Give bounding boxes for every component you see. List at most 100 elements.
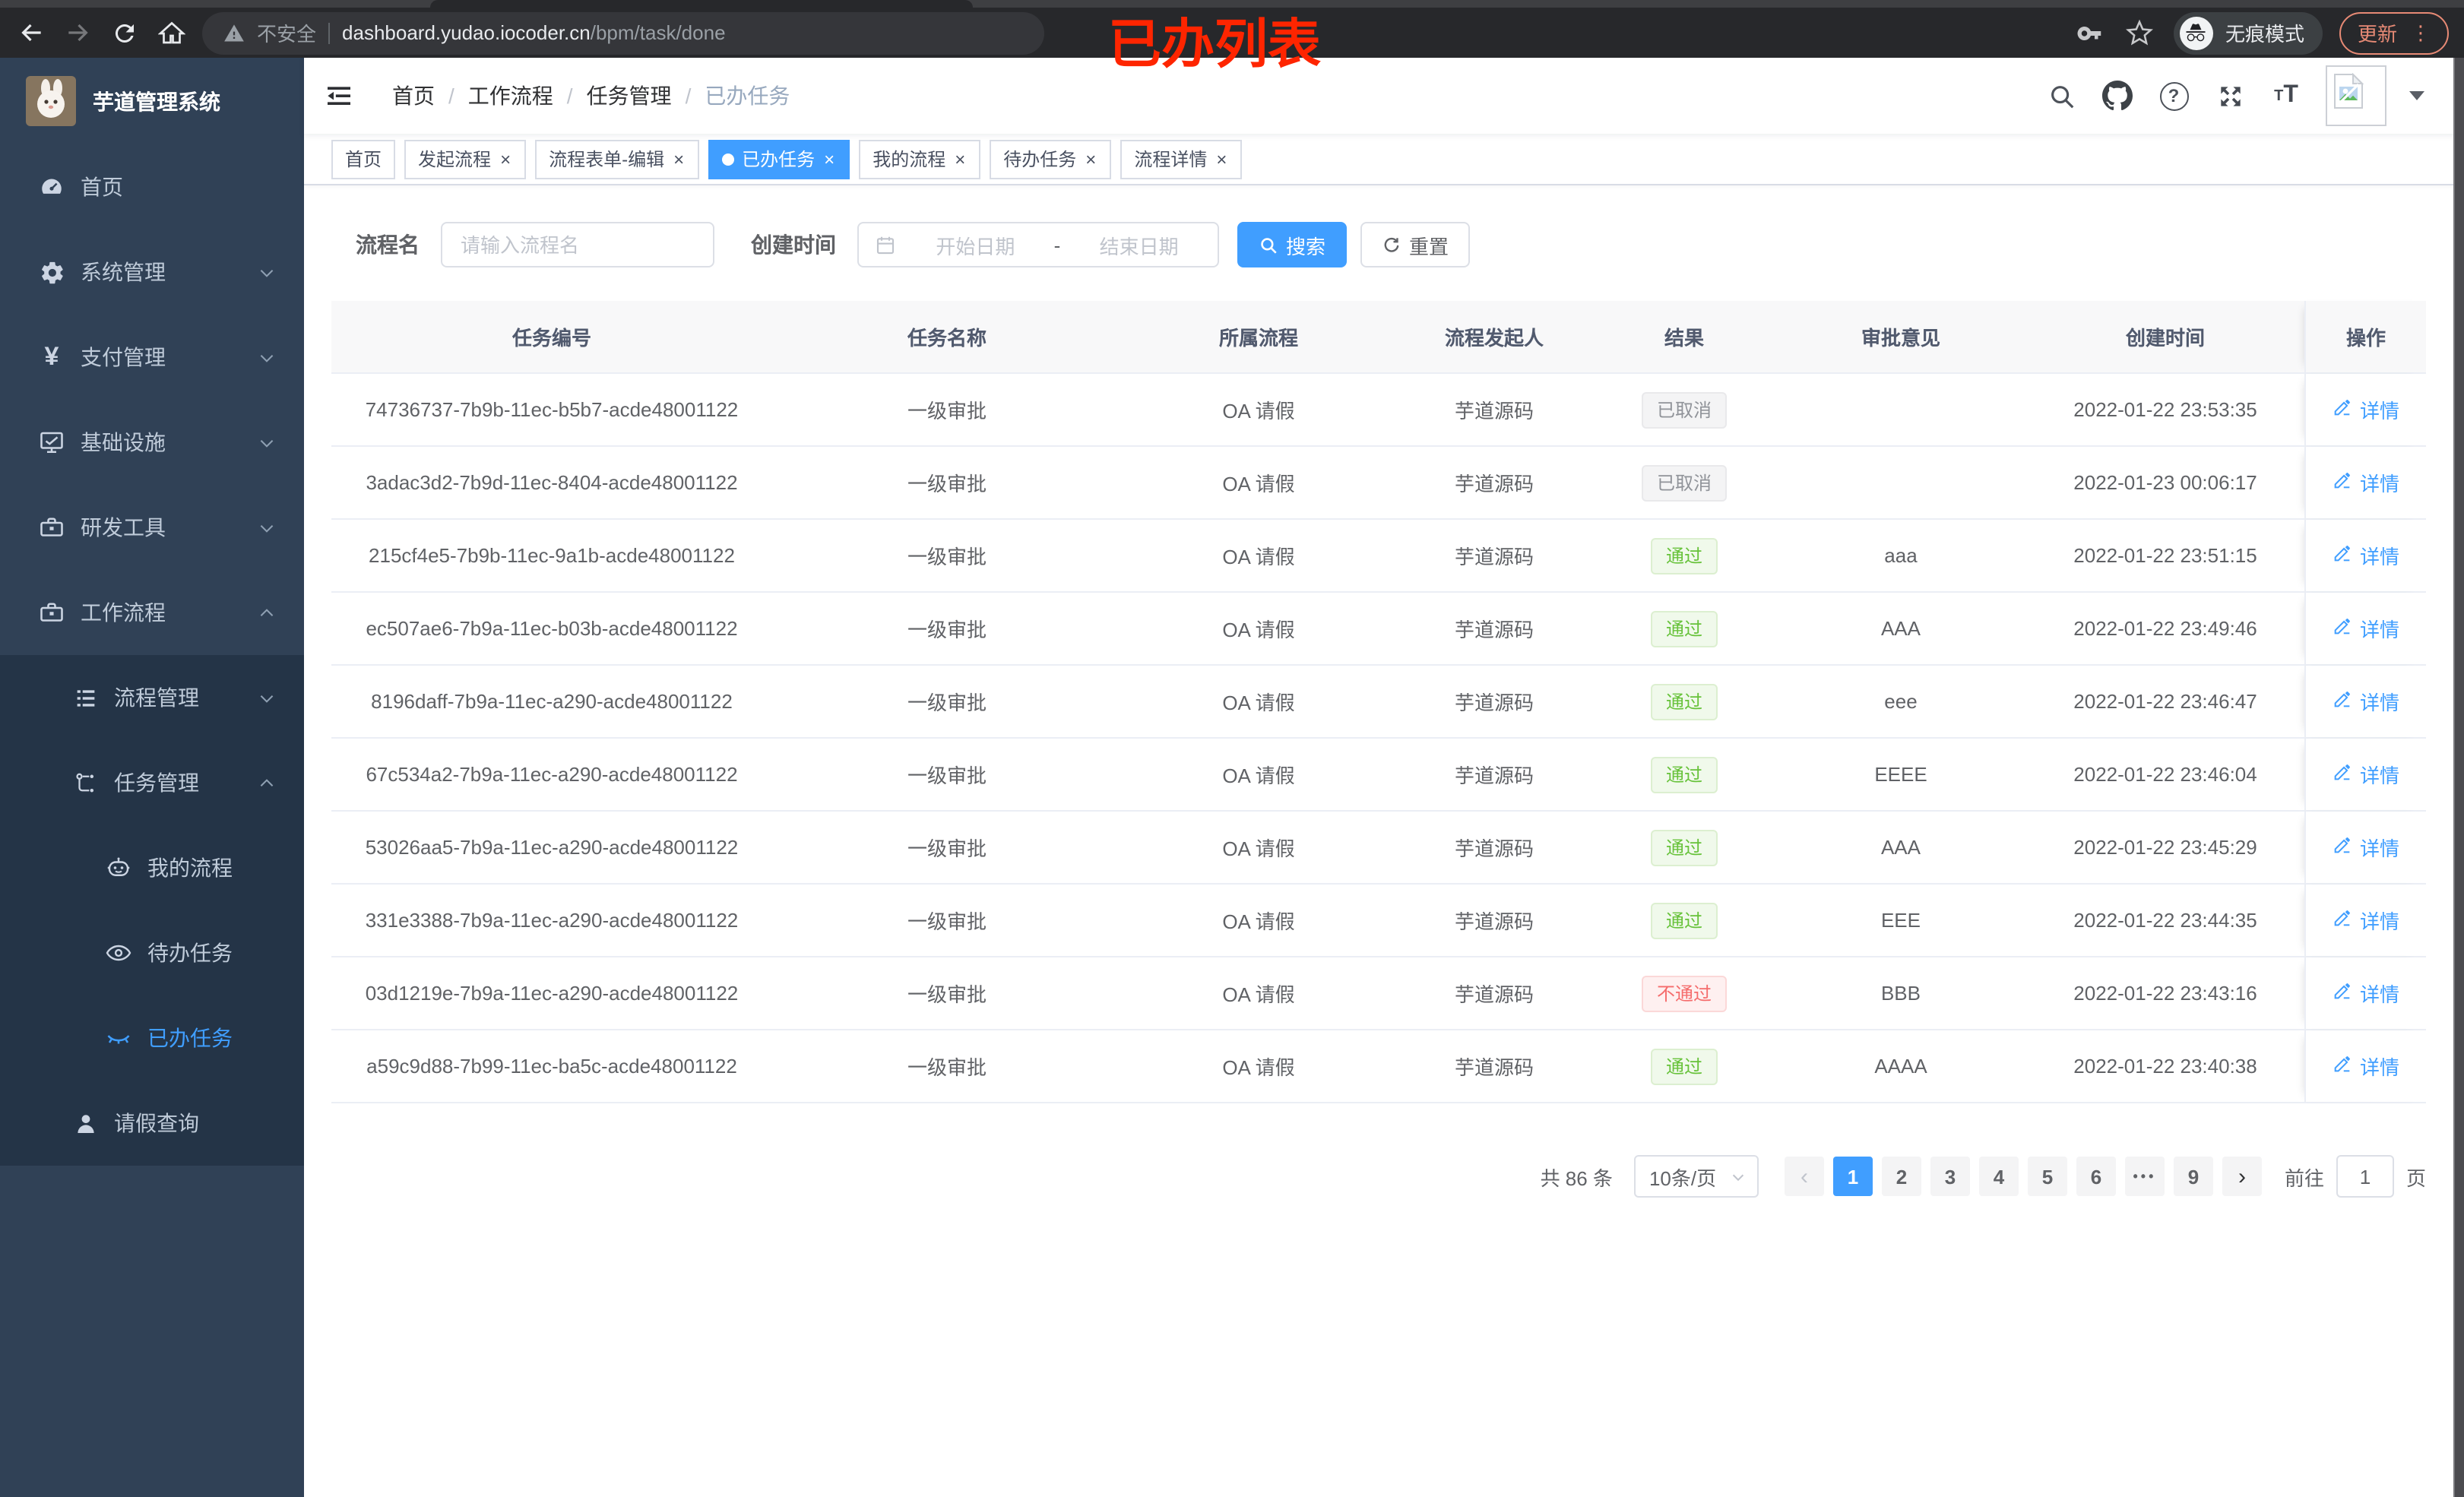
sidebar-item-6[interactable]: 流程管理 bbox=[0, 655, 304, 740]
chevron-up-icon bbox=[257, 773, 277, 793]
insecure-warning-icon[interactable] bbox=[223, 22, 245, 43]
browser-menu-icon[interactable]: ⋮ bbox=[2411, 21, 2431, 44]
update-button[interactable]: 更新 ⋮ bbox=[2339, 11, 2449, 54]
help-icon[interactable]: ? bbox=[2157, 79, 2190, 112]
task-detail-link[interactable]: 详情 bbox=[2333, 614, 2399, 643]
edit-icon bbox=[2333, 980, 2354, 1006]
page-button-3[interactable]: 3 bbox=[1930, 1157, 1970, 1196]
forward-icon[interactable] bbox=[61, 16, 94, 49]
tag-4[interactable]: 我的流程 × bbox=[859, 139, 981, 179]
tag-2[interactable]: 流程表单-编辑 × bbox=[535, 139, 700, 179]
breadcrumb-item-1[interactable]: 工作流程 bbox=[467, 84, 553, 108]
comment-cell: AAAA bbox=[1874, 1055, 1927, 1078]
back-icon[interactable] bbox=[14, 16, 47, 49]
tag-3[interactable]: 已办任务 × bbox=[708, 139, 850, 179]
process-cell: OA 请假 bbox=[1222, 1056, 1295, 1079]
github-icon[interactable] bbox=[2101, 79, 2134, 112]
tag-1[interactable]: 发起流程 × bbox=[404, 139, 527, 179]
eye-icon bbox=[100, 939, 137, 967]
avatar-caret-icon[interactable] bbox=[2409, 91, 2424, 100]
sidebar-item-8[interactable]: 我的流程 bbox=[0, 825, 304, 910]
process-cell: OA 请假 bbox=[1222, 400, 1295, 423]
sidebar-item-1[interactable]: 系统管理 bbox=[0, 229, 304, 315]
key-icon[interactable] bbox=[2073, 16, 2107, 49]
sidebar-item-11[interactable]: 请假查询 bbox=[0, 1081, 304, 1166]
task-detail-link[interactable]: 详情 bbox=[2333, 760, 2399, 789]
detail-label: 详情 bbox=[2359, 910, 2399, 933]
close-icon[interactable]: × bbox=[1216, 148, 1227, 169]
task-detail-link[interactable]: 详情 bbox=[2333, 1052, 2399, 1081]
breadcrumb-item-2[interactable]: 任务管理 bbox=[586, 84, 672, 108]
app-logo-row[interactable]: 芋道管理系统 bbox=[0, 58, 304, 144]
reload-icon[interactable] bbox=[108, 16, 141, 49]
task-detail-link[interactable]: 详情 bbox=[2333, 979, 2399, 1008]
jump-page-input[interactable] bbox=[2336, 1155, 2394, 1198]
page-button-6[interactable]: 6 bbox=[2076, 1157, 2116, 1196]
url-text: dashboard.yudao.iocoder.cn/bpm/task/done bbox=[342, 21, 726, 44]
next-page-button[interactable]: › bbox=[2222, 1157, 2262, 1196]
tag-6[interactable]: 流程详情 × bbox=[1120, 139, 1243, 179]
detail-label: 详情 bbox=[2359, 837, 2399, 860]
page-button-2[interactable]: 2 bbox=[1881, 1157, 1921, 1196]
dashboard-icon bbox=[33, 173, 70, 201]
app-logo bbox=[26, 76, 76, 126]
sidebar-item-2[interactable]: ¥ 支付管理 bbox=[0, 315, 304, 400]
home-icon[interactable] bbox=[155, 16, 188, 49]
done-task-table: 任务编号 任务名称 所属流程 流程发起人 结果 审批意见 创建时间 操作 74736737-7… bbox=[331, 301, 2426, 1103]
created-time-cell: 2022-01-22 23:40:38 bbox=[2073, 1055, 2257, 1078]
tag-0[interactable]: 首页 bbox=[331, 139, 396, 179]
tag-5[interactable]: 待办任务 × bbox=[990, 139, 1112, 179]
close-icon[interactable]: × bbox=[955, 148, 966, 169]
jump-unit: 页 bbox=[2405, 1166, 2426, 1189]
created-time-cell: 2022-01-22 23:49:46 bbox=[2073, 617, 2257, 640]
bookmark-star-icon[interactable] bbox=[2124, 16, 2157, 49]
browser-active-tab[interactable] bbox=[430, 0, 973, 8]
created-time-cell: 2022-01-23 00:06:17 bbox=[2073, 471, 2257, 494]
close-icon[interactable]: × bbox=[673, 148, 685, 169]
result-cell: 通过 bbox=[1593, 520, 1775, 591]
date-range-picker[interactable]: 开始日期 - 结束日期 bbox=[857, 222, 1219, 267]
table-header: 任务编号 任务名称 所属流程 流程发起人 结果 审批意见 创建时间 操作 bbox=[331, 301, 2426, 374]
url-bar[interactable]: 不安全 dashboard.yudao.iocoder.cn/bpm/task/… bbox=[202, 11, 1044, 54]
search-button[interactable]: 搜索 bbox=[1237, 222, 1348, 267]
sidebar-item-4[interactable]: 研发工具 bbox=[0, 485, 304, 570]
page-button-5[interactable]: 5 bbox=[2027, 1157, 2067, 1196]
avatar[interactable] bbox=[2326, 65, 2386, 126]
eye-closed-icon bbox=[100, 1024, 137, 1052]
task-detail-link[interactable]: 详情 bbox=[2333, 687, 2399, 716]
sidebar-item-5[interactable]: 工作流程 bbox=[0, 570, 304, 655]
breadcrumb-item-0[interactable]: 首页 bbox=[392, 84, 435, 108]
pagination-more-button[interactable]: ••• bbox=[2124, 1157, 2165, 1196]
table-row: a59c9d88-7b99-11ec-ba5c-acde48001122 一级审批… bbox=[331, 1030, 2426, 1103]
incognito-badge[interactable]: 无痕模式 bbox=[2173, 11, 2323, 54]
sidebar-item-9[interactable]: 待办任务 bbox=[0, 910, 304, 995]
sidebar-item-label: 我的流程 bbox=[147, 856, 233, 880]
task-detail-link[interactable]: 详情 bbox=[2333, 906, 2399, 935]
close-icon[interactable]: × bbox=[500, 148, 511, 169]
page-button-1[interactable]: 1 bbox=[1832, 1157, 1873, 1196]
prev-page-button[interactable]: ‹ bbox=[1784, 1157, 1824, 1196]
sidebar-item-3[interactable]: 基础设施 bbox=[0, 400, 304, 485]
chevron-down-icon bbox=[257, 517, 277, 537]
sidebar-item-label: 待办任务 bbox=[147, 941, 233, 965]
close-icon[interactable]: × bbox=[824, 148, 835, 169]
sidebar-item-7[interactable]: 任务管理 bbox=[0, 740, 304, 825]
task-detail-link[interactable]: 详情 bbox=[2333, 395, 2399, 424]
sidebar-item-10[interactable]: 已办任务 bbox=[0, 995, 304, 1081]
sidebar-item-0[interactable]: 首页 bbox=[0, 144, 304, 229]
fullscreen-icon[interactable] bbox=[2213, 79, 2247, 112]
search-icon[interactable] bbox=[2044, 79, 2078, 112]
page-button-9[interactable]: 9 bbox=[2173, 1157, 2213, 1196]
page-size-select[interactable]: 10条/页 bbox=[1633, 1155, 1759, 1198]
page-button-4[interactable]: 4 bbox=[1978, 1157, 2019, 1196]
reset-button[interactable]: 重置 bbox=[1360, 222, 1471, 267]
task-detail-link[interactable]: 详情 bbox=[2333, 468, 2399, 497]
close-icon[interactable]: × bbox=[1085, 148, 1097, 169]
task-detail-link[interactable]: 详情 bbox=[2333, 541, 2399, 570]
window-scrollbar[interactable] bbox=[2453, 58, 2464, 1497]
task-detail-link[interactable]: 详情 bbox=[2333, 833, 2399, 862]
process-name-input[interactable] bbox=[441, 222, 714, 267]
sidebar-toggle-icon[interactable] bbox=[322, 79, 356, 112]
breadcrumb-separator: / bbox=[448, 84, 454, 108]
